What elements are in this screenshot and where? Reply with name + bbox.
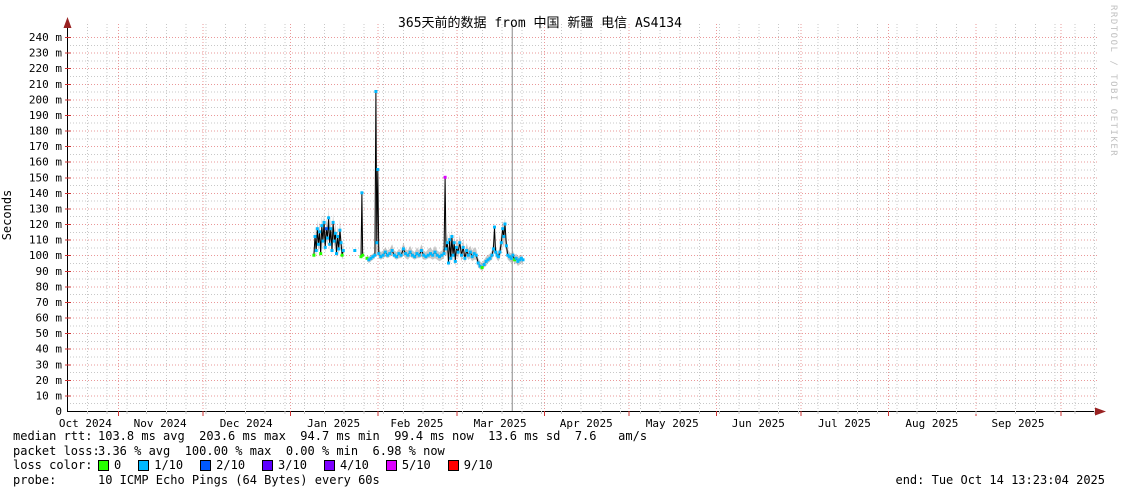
loss-color-entry: 4/10 — [323, 458, 369, 473]
x-tick-label: Jun 2025 — [732, 417, 785, 430]
y-tick-label: 60 m — [36, 312, 63, 325]
probe-value: 10 ICMP Echo Pings (64 Bytes) every 60s — [98, 472, 380, 487]
y-tick-label: 180 m — [29, 125, 62, 138]
y-tick-label: 230 m — [29, 47, 62, 60]
loss-dots — [312, 90, 525, 270]
median-rtt-value: 103.8 ms avg 203.6 ms max 94.7 ms min 99… — [98, 429, 648, 443]
axes-layer — [67, 22, 1102, 412]
y-tick-label: 70 m — [36, 296, 63, 309]
y-tick-label: 50 m — [36, 327, 63, 340]
y-tick-label: 110 m — [29, 234, 62, 247]
loss-color-entry-label: 4/10 — [339, 458, 369, 472]
median-line — [313, 91, 524, 269]
median-rtt-label: median rtt: — [13, 429, 93, 443]
loss-color-swatch — [385, 459, 397, 471]
loss-color-swatch — [138, 459, 150, 471]
loss-color-entry: 2/10 — [200, 458, 245, 473]
loss-color-swatch — [323, 459, 335, 471]
loss-color-entry: 3/10 — [262, 458, 307, 473]
y-tick-label: 90 m — [36, 265, 63, 278]
y-tick-label: 10 m — [36, 389, 63, 402]
chart-title: 365天前的数据 from 中国 新疆 电信 AS4134 — [398, 16, 682, 31]
end-timestamp: end: Tue Oct 14 13:23:04 2025 — [895, 473, 1105, 487]
x-tick-label: Jan 2025 — [307, 417, 360, 430]
y-tick-label: 100 m — [29, 249, 62, 262]
y-tick-label: 160 m — [29, 156, 62, 169]
y-tick-label: 200 m — [29, 93, 62, 106]
y-tick-label: 220 m — [29, 62, 62, 75]
loss-color-label: loss color: — [13, 458, 93, 472]
loss-color-entry-label: 1/10 — [154, 458, 184, 472]
tick-layer — [65, 37, 1096, 416]
y-tick-label: 140 m — [29, 187, 62, 200]
x-tick-label: Aug 2025 — [905, 417, 958, 430]
y-tick-label: 20 m — [36, 374, 63, 387]
probe-label: probe: — [13, 472, 57, 487]
loss-color-entry: 9/10 — [447, 458, 493, 473]
packet-loss-value: 3.36 % avg 100.00 % max 0.00 % min 6.98 … — [98, 443, 445, 458]
loss-color-entry-label: 0 — [114, 458, 122, 472]
y-tick-label: 80 m — [36, 280, 63, 293]
y-tick-label: 30 m — [36, 358, 63, 371]
loss-color-row: loss color: 0 1/10 2/10 3/10 4/10 5/10 9/10 — [13, 458, 647, 473]
y-tick-label: 190 m — [29, 109, 62, 122]
x-tick-label: Oct 2024 — [59, 417, 112, 430]
y-tick-label: 40 m — [36, 343, 63, 356]
y-tick-label: 210 m — [29, 78, 62, 91]
legend-block: median rtt: 103.8 ms avg 203.6 ms max 94… — [13, 429, 647, 487]
grid-layer — [67, 24, 1097, 411]
packet-loss-label: packet loss: — [13, 443, 100, 458]
loss-color-entry: 1/10 — [138, 458, 183, 473]
loss-color-entry-label: 5/10 — [401, 458, 431, 472]
probe-row: probe: 10 ICMP Echo Pings (64 Bytes) eve… — [13, 473, 647, 488]
y-tick-label: 240 m — [29, 31, 62, 44]
loss-color-entry-label: 2/10 — [216, 458, 246, 472]
y-tick-label: 130 m — [29, 202, 62, 215]
median-rtt-row: median rtt: 103.8 ms avg 203.6 ms max 94… — [13, 429, 647, 444]
loss-color-entry: 5/10 — [385, 458, 431, 473]
packet-loss-row: packet loss: 3.36 % avg 100.00 % max 0.0… — [13, 444, 647, 459]
y-tick-label: 0 — [55, 405, 62, 418]
x-tick-label: Apr 2025 — [560, 417, 613, 430]
y-tick-label: 150 m — [29, 171, 62, 184]
y-axis-label: Seconds — [0, 189, 14, 241]
loss-color-entries: 0 1/10 2/10 3/10 4/10 5/10 9/10 — [98, 458, 510, 473]
x-tick-label: May 2025 — [646, 417, 699, 430]
y-tick-label: 120 m — [29, 218, 62, 231]
tick-labels: 0 10 m 20 m 30 m 40 m 50 m 60 m 70 m 80 m 90 m 100… — [29, 31, 1045, 430]
y-tick-label: 170 m — [29, 140, 62, 153]
smoke-band — [313, 86, 523, 271]
loss-color-swatch — [262, 459, 274, 471]
loss-color-swatch — [200, 459, 212, 471]
x-axis-arrow — [1095, 407, 1106, 416]
x-tick-label: Jul 2025 — [818, 417, 871, 430]
loss-color-entry-label: 9/10 — [463, 458, 493, 472]
x-tick-label: Feb 2025 — [390, 417, 443, 430]
x-tick-label: Dec 2024 — [220, 417, 273, 430]
x-tick-label: Mar 2025 — [474, 417, 527, 430]
loss-color-swatch — [447, 459, 459, 471]
x-tick-label: Nov 2024 — [134, 417, 187, 430]
loss-color-swatch — [98, 459, 109, 471]
x-tick-label: Sep 2025 — [991, 417, 1044, 430]
rrdtool-watermark: RRDTOOL / TOBI OETIKER — [1108, 5, 1118, 158]
loss-color-entry: 0 — [98, 458, 121, 473]
y-axis-arrow — [63, 17, 72, 28]
loss-color-entry-label: 3/10 — [278, 458, 307, 472]
